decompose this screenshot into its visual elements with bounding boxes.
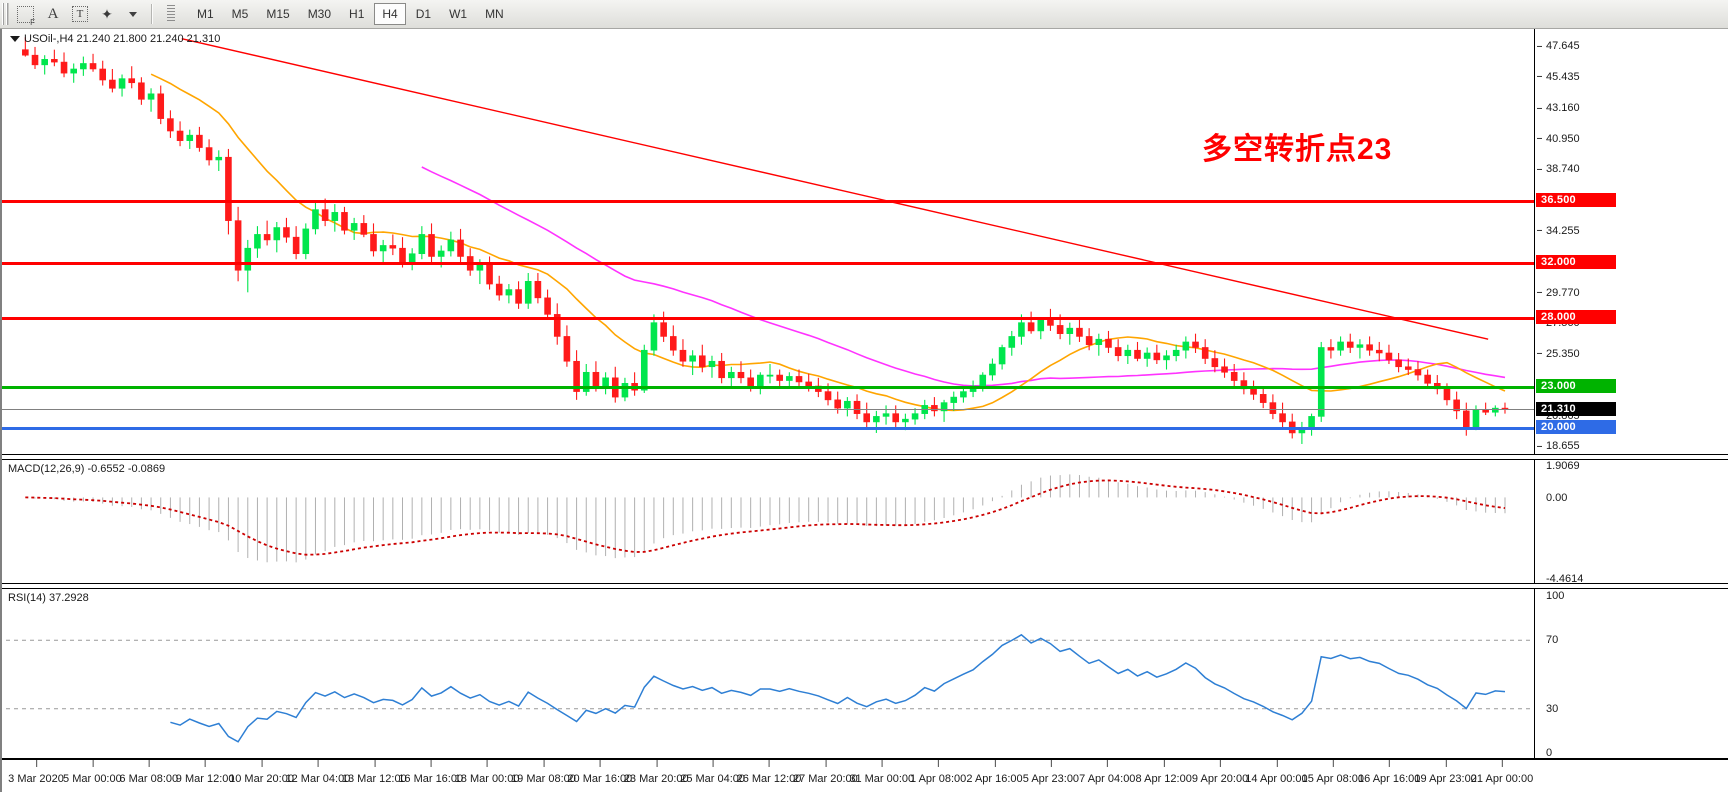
price-axis[interactable]: 47.645 45.435 43.160 40.950 38.740 34.255 29.7… [1534,29,1728,454]
time-axis-tick: 2 Apr 16:00 [966,760,1023,793]
price-level-chip-32-000[interactable]: 32.000 [1536,254,1616,269]
text-box-t-icon[interactable]: T [67,2,93,26]
price-axis-tick: 34.255 [1535,225,1728,237]
macd-axis[interactable]: 1.9069 0.00 -4.4614 [1534,460,1728,583]
rsi-panel[interactable]: RSI(14) 37.2928 100 70 30 0 [2,588,1728,759]
time-axis-tick: 19 Mar 08:00 [511,760,576,793]
time-axis-tick: 8 Apr 12:00 [1136,760,1192,793]
macd-series-svg [25,474,1506,563]
time-axis-tick: 13 Mar 12:00 [342,760,407,793]
price-level-line-20-000[interactable] [2,427,1534,431]
price-level-chip-20-000[interactable]: 20.000 [1536,420,1616,435]
time-axis-tick: 6 Mar 08:00 [119,760,178,793]
price-level-chip-36-500[interactable]: 36.500 [1536,192,1616,207]
macd-plot [6,460,1534,583]
time-axis-tick: 12 Mar 04:00 [286,760,350,793]
timeframe-button-h1[interactable]: H1 [349,7,365,21]
price-axis-tick: 43.160 [1535,102,1728,114]
rsi-axis-tick: 70 [1546,634,1559,647]
symbol-header-text: USOil-,H4 21.240 21.800 21.240 21.310 [24,33,221,45]
toolbar-separator [151,4,153,24]
time-axis-tick: 27 Mar 20:00 [793,760,858,793]
time-axis-tick: 15 Apr 08:00 [1302,760,1364,793]
timeframe-ladder-icon[interactable] [159,2,183,26]
time-axis-tick: 14 Apr 00:00 [1245,760,1308,793]
price-level-chip-23-000[interactable]: 23.000 [1536,379,1616,394]
timeframe-button-m1[interactable]: M1 [197,7,214,21]
price-plot [6,29,1534,454]
timeframe-button-m30[interactable]: M30 [307,7,332,21]
price-level-line-28-000[interactable] [2,317,1534,321]
rsi-plot [6,589,1534,758]
toolbar: A T ✦ M1 M5 M15 M30 H1 H4 D1 W1 MN [0,0,1728,29]
rsi-series-svg [6,633,1534,743]
price-level-line-21-310[interactable] [2,409,1534,411]
time-axis-tick: 18 Mar 00:00 [455,760,519,793]
time-axis-tick: 23 Mar 20:00 [624,760,689,793]
chart-area[interactable]: USOil-,H4 21.240 21.800 21.240 21.310 多空… [0,29,1728,792]
price-level-line-36-500[interactable] [2,199,1534,203]
crosshair-f-icon[interactable] [12,2,39,27]
timeframe-button-mn[interactable]: MN [485,7,504,21]
price-level-line-32-000[interactable] [2,261,1534,265]
price-axis-tick: 47.645 [1535,40,1728,52]
timeframe-button-w1[interactable]: W1 [449,7,468,21]
time-axis-tick: 10 Mar 20:00 [229,760,294,793]
rsi-axis[interactable]: 100 70 30 0 [1534,589,1728,758]
price-axis-tick: 38.740 [1535,163,1728,175]
price-level-chip-21-310[interactable]: 21.310 [1536,402,1616,417]
time-axis-tick: 9 Apr 20:00 [1192,760,1248,793]
macd-axis-tick: 1.9069 [1546,460,1580,473]
price-level-line-23-000[interactable] [2,386,1534,390]
rsi-axis-tick: 30 [1546,702,1559,715]
price-level-chip-28-000[interactable]: 28.000 [1536,310,1616,325]
macd-panel[interactable]: MACD(12,26,9) -0.6552 -0.0869 1.9069 0.00… [2,459,1728,584]
timeframe-button-h4[interactable]: H4 [374,3,406,25]
price-panel[interactable]: USOil-,H4 21.240 21.800 21.240 21.310 多空… [2,29,1728,455]
time-axis-tick: 31 Mar 00:00 [849,760,914,793]
time-axis-tick: 20 Mar 16:00 [567,760,632,793]
rsi-axis-tick: 100 [1546,590,1565,603]
price-series-svg [22,37,1509,444]
symbol-collapse-icon[interactable] [10,36,20,42]
time-axis-tick: 21 Apr 00:00 [1471,760,1533,793]
time-axis-tick: 1 Apr 08:00 [910,760,966,793]
time-axis-tick: 26 Mar 12:00 [737,760,801,793]
objects-cursor-icon[interactable]: ✦ [101,5,113,22]
timeframe-button-d1[interactable]: D1 [415,7,432,21]
macd-axis-tick: 0.00 [1546,491,1568,504]
time-axis-tick: 5 Mar 00:00 [63,760,122,793]
time-axis-tick: 16 Mar 16:00 [398,760,463,793]
time-axis[interactable]: 3 Mar 2020 5 Mar 00:00 6 Mar 08:00 9 Mar 12… [2,759,1728,792]
macd-axis-tick: -4.4614 [1546,573,1584,584]
text-label-a-icon[interactable]: A [47,5,59,22]
time-axis-tick: 5 Apr 23:00 [1023,760,1079,793]
time-axis-tick: 9 Mar 12:00 [176,760,234,793]
time-axis-tick: 16 Apr 16:00 [1358,760,1420,793]
price-axis-tick: 45.435 [1535,71,1728,83]
price-axis-tick: 25.350 [1535,348,1728,360]
price-axis-tick: 18.655 [1535,440,1728,452]
chart-annotation: 多空转折点23 [1202,133,1393,166]
time-axis-tick: 19 Apr 23:00 [1414,760,1477,793]
time-axis-tick: 7 Apr 04:00 [1079,760,1135,793]
toolbar-drag-handle[interactable] [2,3,9,25]
chevron-down-icon[interactable] [121,2,145,26]
timeframe-button-m5[interactable]: M5 [231,7,249,21]
symbol-header: USOil-,H4 21.240 21.800 21.240 21.310 [10,33,220,45]
timeframe-button-m15[interactable]: M15 [266,7,290,21]
price-axis-tick: 40.950 [1535,133,1728,145]
rsi-axis-tick: 0 [1546,747,1553,759]
time-axis-tick: 25 Mar 04:00 [680,760,745,793]
timeframe-group: M1 M5 M15 M30 H1 H4 D1 W1 MN [188,3,513,25]
price-axis-tick: 29.770 [1535,287,1728,299]
time-axis-tick: 3 Mar 2020 [8,760,64,793]
